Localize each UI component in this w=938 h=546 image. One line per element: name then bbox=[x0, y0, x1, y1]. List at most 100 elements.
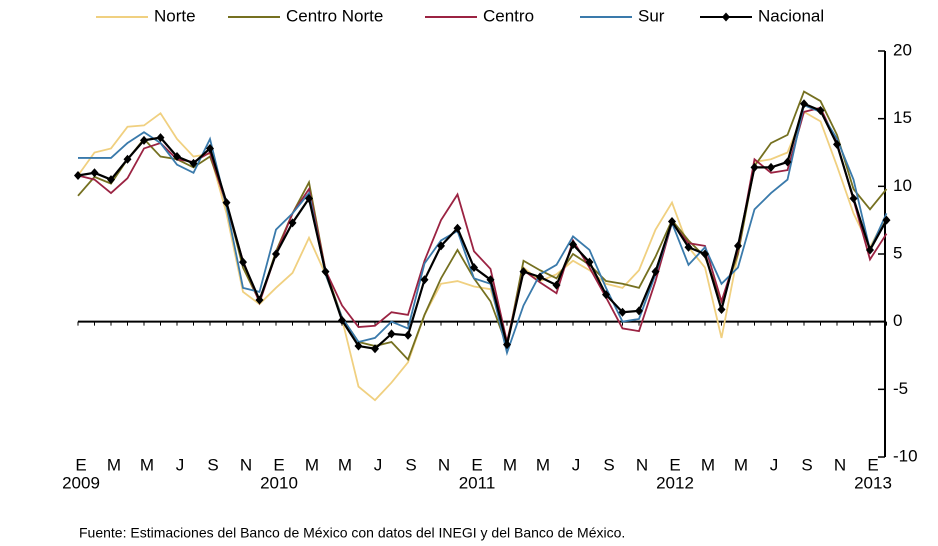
point-marker bbox=[90, 168, 99, 178]
x-tick-label: E bbox=[471, 455, 482, 474]
x-year-label: 2011 bbox=[459, 473, 496, 492]
x-tick-label: J bbox=[572, 455, 581, 474]
point-marker bbox=[255, 295, 264, 305]
point-marker bbox=[189, 158, 198, 168]
x-tick-label: J bbox=[770, 455, 779, 474]
point-marker bbox=[717, 304, 726, 314]
x-tick-label: S bbox=[405, 455, 416, 474]
x-tick-label: S bbox=[207, 455, 218, 474]
point-marker bbox=[206, 143, 214, 153]
point-marker bbox=[107, 175, 115, 185]
point-marker bbox=[816, 106, 825, 116]
point-marker bbox=[387, 329, 396, 339]
point-marker bbox=[371, 344, 379, 354]
x-tick-label: N bbox=[636, 455, 648, 474]
x-year-label: 2010 bbox=[260, 473, 298, 492]
x-tick-label: M bbox=[503, 455, 517, 474]
legend-label: Norte bbox=[154, 6, 196, 25]
point-marker bbox=[404, 330, 412, 340]
x-tick-label: E bbox=[273, 455, 284, 474]
series-line bbox=[78, 103, 888, 356]
point-marker bbox=[866, 245, 874, 255]
y-tick-label: -5 bbox=[893, 379, 908, 398]
point-marker bbox=[272, 249, 280, 259]
point-marker bbox=[470, 263, 478, 273]
point-marker bbox=[635, 306, 643, 316]
x-tick-label: M bbox=[536, 455, 550, 474]
legend-label: Centro bbox=[483, 6, 534, 25]
point-marker bbox=[74, 171, 82, 181]
point-marker bbox=[519, 267, 528, 277]
point-marker bbox=[288, 218, 297, 228]
series-line bbox=[77, 102, 888, 350]
y-tick-label: 0 bbox=[893, 311, 902, 330]
point-marker bbox=[750, 162, 759, 172]
point-marker bbox=[503, 340, 511, 350]
y-tick-label: 20 bbox=[893, 40, 912, 59]
x-tick-label: M bbox=[734, 455, 748, 474]
point-marker bbox=[338, 315, 346, 325]
y-tick-label: 15 bbox=[893, 108, 912, 127]
legend-label: Sur bbox=[638, 6, 665, 25]
source-note: Fuente: Estimaciones del Banco de México… bbox=[79, 525, 625, 541]
point-marker bbox=[222, 198, 231, 208]
x-tick-label: J bbox=[176, 455, 185, 474]
y-tick-label: 5 bbox=[893, 243, 902, 262]
point-marker bbox=[321, 267, 330, 277]
series-line bbox=[77, 90, 888, 362]
point-marker bbox=[833, 139, 841, 149]
x-tick-label: M bbox=[338, 455, 352, 474]
series-line bbox=[77, 110, 888, 402]
point-marker bbox=[437, 241, 445, 251]
x-tick-label: E bbox=[867, 455, 878, 474]
point-marker bbox=[684, 242, 693, 252]
point-marker bbox=[354, 341, 363, 351]
point-marker bbox=[668, 217, 676, 227]
x-tick-label: S bbox=[801, 455, 812, 474]
point-marker bbox=[305, 194, 313, 204]
x-tick-label: M bbox=[140, 455, 154, 474]
point-marker bbox=[882, 215, 891, 225]
x-tick-label: E bbox=[75, 455, 86, 474]
point-marker bbox=[140, 135, 148, 145]
x-tick-label: N bbox=[438, 455, 450, 474]
x-tick-label: J bbox=[374, 455, 383, 474]
x-tick-label: N bbox=[834, 455, 846, 474]
legend-marker bbox=[722, 12, 730, 22]
point-marker bbox=[420, 275, 429, 285]
x-year-label: 2013 bbox=[854, 473, 892, 492]
point-marker bbox=[569, 240, 577, 250]
point-marker bbox=[701, 249, 709, 259]
x-tick-label: M bbox=[701, 455, 715, 474]
point-marker bbox=[800, 99, 808, 109]
x-year-label: 2009 bbox=[62, 473, 100, 492]
point-marker bbox=[849, 194, 858, 204]
point-marker bbox=[618, 307, 627, 317]
y-tick-label: 10 bbox=[893, 176, 912, 195]
legend-label: Centro Norte bbox=[286, 6, 383, 25]
point-marker bbox=[156, 133, 165, 143]
x-tick-label: M bbox=[305, 455, 319, 474]
point-marker bbox=[585, 257, 594, 267]
legend-label: Nacional bbox=[758, 6, 824, 25]
x-year-label: 2012 bbox=[656, 473, 694, 492]
point-marker bbox=[536, 272, 544, 282]
point-marker bbox=[453, 223, 462, 233]
point-marker bbox=[767, 162, 775, 172]
point-marker bbox=[486, 275, 495, 285]
point-marker bbox=[734, 241, 742, 251]
point-marker bbox=[552, 280, 561, 290]
x-tick-label: N bbox=[240, 455, 252, 474]
x-tick-label: M bbox=[107, 455, 121, 474]
x-tick-label: S bbox=[603, 455, 614, 474]
series-line bbox=[77, 106, 888, 343]
point-marker bbox=[239, 257, 247, 267]
point-marker bbox=[123, 154, 132, 164]
point-marker bbox=[783, 157, 792, 167]
point-marker bbox=[173, 152, 181, 162]
x-tick-label: E bbox=[669, 455, 680, 474]
y-tick-label: -10 bbox=[893, 446, 918, 465]
point-marker bbox=[602, 290, 610, 300]
